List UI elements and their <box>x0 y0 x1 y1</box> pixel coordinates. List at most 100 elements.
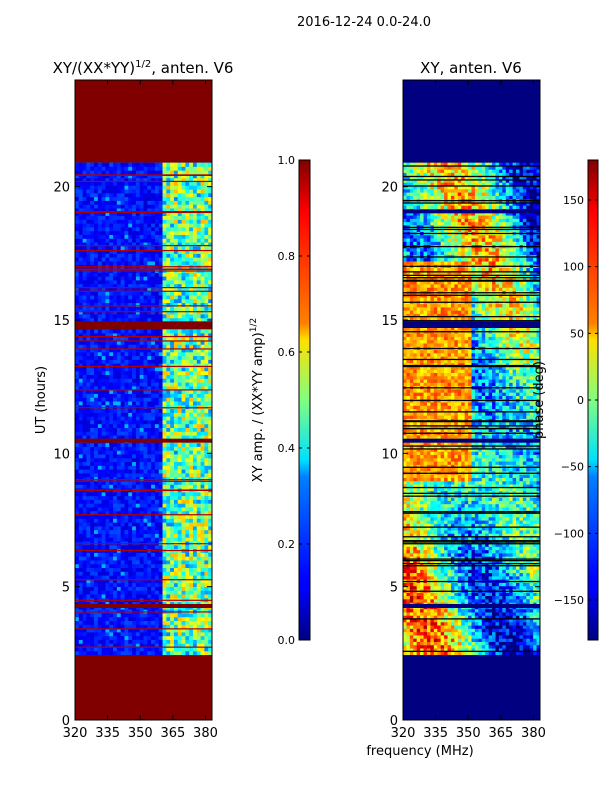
heatmap-cell <box>82 170 87 175</box>
heatmap-cell <box>82 374 87 379</box>
heatmap-cell <box>90 378 95 383</box>
heatmap-cell <box>124 242 129 247</box>
heatmap-cell <box>109 393 114 398</box>
heatmap-cell <box>485 644 490 649</box>
heatmap-cell <box>101 389 106 394</box>
y-tick-label: 5 <box>62 581 70 596</box>
heatmap-cell <box>124 578 129 584</box>
heatmap-cell <box>196 412 201 417</box>
heatmap-cell <box>403 634 407 639</box>
heatmap-cell <box>75 457 80 463</box>
heatmap-cell <box>200 578 205 584</box>
heatmap-cell <box>75 571 80 576</box>
heatmap-cell <box>200 378 205 383</box>
heatmap-cell <box>208 332 212 338</box>
heatmap-cell <box>116 287 122 292</box>
heatmap-cell <box>78 420 84 425</box>
heatmap-cell <box>162 620 167 625</box>
heatmap-cell <box>124 166 129 171</box>
heatmap-cell <box>97 401 103 406</box>
heatmap-cell <box>173 556 179 561</box>
heatmap-cell <box>90 382 95 387</box>
heatmap-cell <box>185 578 190 584</box>
heatmap-cell <box>86 563 91 569</box>
heatmap-cell <box>177 242 182 247</box>
heatmap-cell <box>97 420 103 425</box>
heatmap-cell <box>97 639 103 644</box>
heatmap-cell <box>162 408 167 413</box>
heatmap-cell <box>192 427 198 432</box>
heatmap-cell <box>173 454 179 459</box>
heatmap-cell <box>468 651 472 656</box>
heatmap-cell <box>204 374 209 379</box>
heatmap-cell <box>105 628 110 633</box>
heatmap-cell <box>124 389 129 394</box>
heatmap-cell <box>109 174 114 179</box>
heatmap-cell <box>173 431 179 436</box>
heatmap-cell <box>120 510 125 516</box>
heatmap-cell <box>139 412 144 417</box>
heatmap-cell <box>177 571 182 576</box>
heatmap-cell <box>113 423 118 428</box>
heatmap-cell <box>105 234 110 239</box>
heatmap-cell <box>101 219 106 224</box>
heatmap-cell <box>154 397 160 402</box>
heatmap-cell <box>143 457 148 463</box>
heatmap-cell <box>105 560 110 565</box>
heatmap-cell <box>82 552 87 557</box>
heatmap-cell <box>82 378 87 383</box>
heatmap-cell <box>90 223 95 228</box>
heatmap-cell <box>120 563 125 569</box>
heatmap-cell <box>516 648 520 652</box>
heatmap-cell <box>75 348 80 353</box>
heatmap-cell <box>120 174 125 179</box>
right-heatmap <box>403 80 540 720</box>
heatmap-cell <box>97 181 103 186</box>
heatmap-cell <box>109 457 114 463</box>
heatmap-cell <box>181 287 186 292</box>
heatmap-cell <box>189 601 194 606</box>
heatmap-cell <box>78 238 84 243</box>
heatmap-cell <box>78 348 84 353</box>
heatmap-cell <box>200 435 205 440</box>
heatmap-cell <box>208 533 212 538</box>
heatmap-cell <box>86 567 91 572</box>
heatmap-cell <box>154 480 160 485</box>
heatmap-cell <box>132 185 137 190</box>
heatmap-cell <box>177 412 182 417</box>
heatmap-cell <box>151 518 156 523</box>
heatmap-cell <box>154 329 160 334</box>
heatmap-cell <box>135 223 141 228</box>
heatmap-cell <box>143 355 148 360</box>
heatmap-cell <box>151 397 156 402</box>
heatmap-cell <box>189 560 194 565</box>
heatmap-cell <box>147 200 152 205</box>
heatmap-cell <box>158 544 163 550</box>
heatmap-cell <box>132 295 137 300</box>
heatmap-cell <box>128 329 133 334</box>
heatmap-cell <box>151 223 156 228</box>
heatmap-cell <box>86 601 91 606</box>
heatmap-cell <box>128 620 133 625</box>
heatmap-cell <box>78 522 84 527</box>
heatmap-cell <box>82 230 87 235</box>
heatmap-cell <box>97 283 103 288</box>
heatmap-cell <box>124 211 129 217</box>
heatmap-cell <box>177 253 182 258</box>
heatmap-cell <box>109 442 114 447</box>
heatmap-cell <box>94 196 99 201</box>
heatmap-cell <box>101 552 106 557</box>
heatmap-cell <box>97 389 103 394</box>
heatmap-cell <box>109 408 114 413</box>
heatmap-cell <box>196 185 201 190</box>
heatmap-cell <box>82 491 87 497</box>
heatmap-cell <box>200 245 205 251</box>
heatmap-cell <box>78 503 84 508</box>
heatmap-cell <box>139 245 144 251</box>
heatmap-cell <box>132 378 137 383</box>
heatmap-cell <box>139 507 144 512</box>
heatmap-cell <box>128 385 133 391</box>
heatmap-cell <box>105 616 110 622</box>
heatmap-cell <box>151 435 156 440</box>
heatmap-cell <box>151 257 156 262</box>
